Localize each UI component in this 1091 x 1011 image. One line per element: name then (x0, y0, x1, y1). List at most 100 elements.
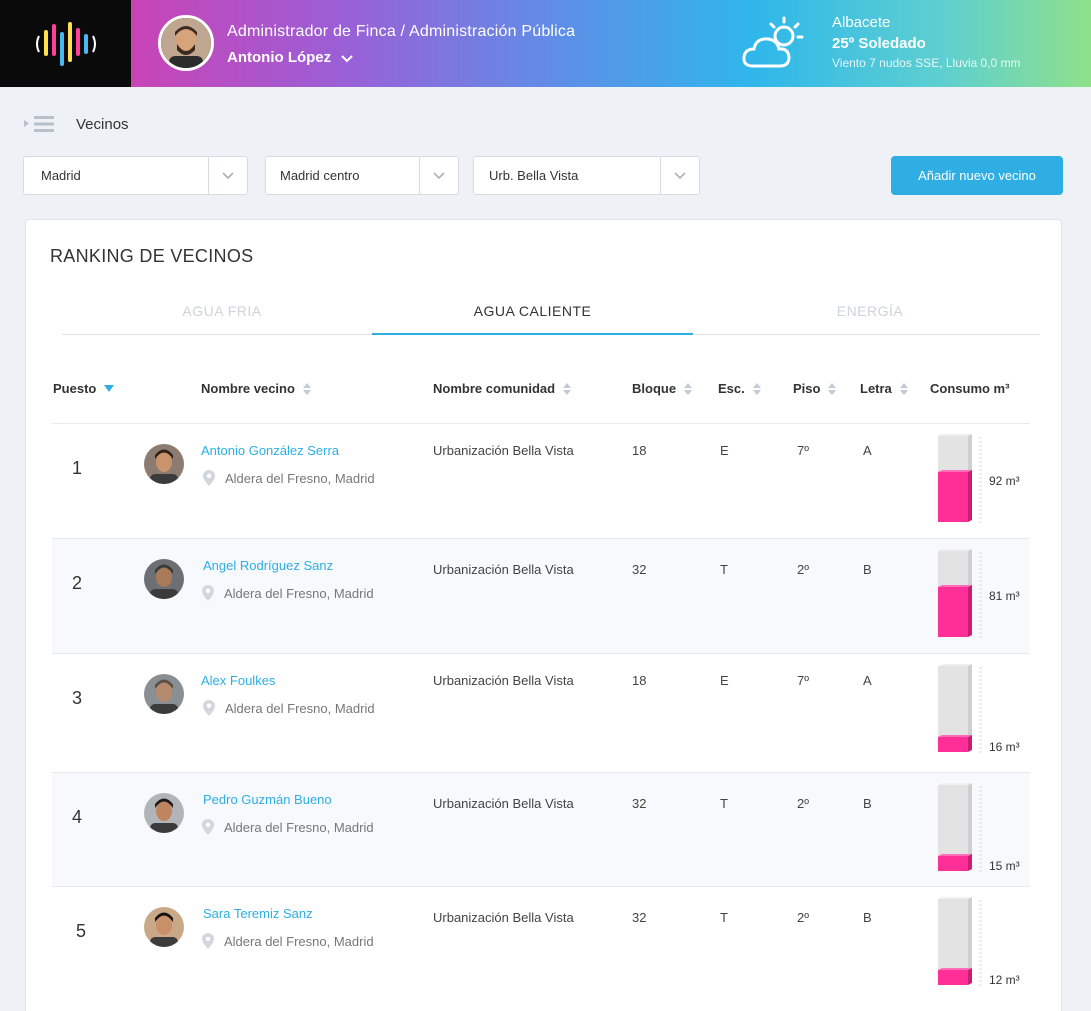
consumption-bar (937, 664, 983, 754)
avatar[interactable] (144, 674, 184, 714)
column-header-rank-label: Puesto (53, 381, 97, 396)
stair-cell: T (720, 910, 728, 925)
rank-number: 4 (72, 807, 83, 827)
breadcrumb: Vecinos (22, 113, 129, 135)
avatar[interactable] (144, 793, 184, 833)
location-pin-icon (203, 700, 215, 716)
table-row[interactable]: 3 Alex Foulkes Aldera del Fresno, Madrid Ur… (52, 653, 1030, 772)
consumption-bar (937, 549, 983, 639)
column-header-community-label: Nombre comunidad (433, 381, 556, 396)
letter-cell: B (863, 562, 872, 577)
column-header-consumption[interactable]: Consumo m³ (930, 381, 1009, 396)
page-title: Vecinos (76, 115, 129, 133)
avatar[interactable] (144, 907, 184, 947)
avatar[interactable] (144, 444, 184, 484)
chevron-down-icon (433, 171, 445, 179)
column-header-rank[interactable]: Puesto (53, 381, 115, 396)
region-select[interactable]: Madrid (23, 156, 248, 195)
column-header-name[interactable]: Nombre vecino (201, 381, 311, 396)
consumption-bar (937, 783, 983, 873)
neighbor-location: Aldera del Fresno, Madrid (203, 470, 375, 486)
stair-cell: T (720, 796, 728, 811)
stair-cell: E (720, 443, 729, 458)
consumption-value: 92 m³ (989, 474, 1020, 488)
chevron-down-icon (222, 171, 234, 179)
floor-cell: 2º (797, 796, 809, 811)
column-header-floor[interactable]: Piso (793, 381, 837, 396)
column-header-floor-label: Piso (793, 381, 821, 396)
neighbor-location-text: Aldera del Fresno, Madrid (225, 470, 375, 486)
table-row[interactable]: 5 Sara Teremiz Sanz Aldera del Fresno, Mad… (52, 886, 1030, 1002)
top-header: Administrador de Finca / Administración … (0, 0, 1091, 87)
chevron-down-icon (674, 171, 686, 179)
tab-agua-caliente[interactable]: AGUA CALIENTE (372, 302, 693, 335)
consumption-tabs: AGUA FRIA AGUA CALIENTE ENERGÍA (62, 302, 1040, 335)
neighbor-name-link[interactable]: Sara Teremiz Sanz (203, 906, 313, 921)
letter-cell: B (863, 910, 872, 925)
column-header-name-label: Nombre vecino (201, 381, 295, 396)
floor-cell: 7º (797, 443, 809, 458)
community-cell: Urbanización Bella Vista (433, 796, 574, 811)
weather-summary: 25º Soledado (832, 35, 926, 52)
neighbor-name-link[interactable]: Pedro Guzmán Bueno (203, 792, 332, 807)
column-header-stair[interactable]: Esc. (718, 381, 761, 396)
column-header-block[interactable]: Bloque (632, 381, 693, 396)
sort-desc-icon (104, 385, 115, 392)
zone-select-toggle[interactable] (419, 157, 458, 194)
neighbor-location-text: Aldera del Fresno, Madrid (225, 700, 375, 716)
column-header-letter[interactable]: Letra (860, 381, 908, 396)
neighbor-location: Aldera del Fresno, Madrid (202, 585, 374, 601)
neighbor-location-text: Aldera del Fresno, Madrid (224, 933, 374, 949)
tab-agua-fria[interactable]: AGUA FRIA (182, 303, 262, 319)
neighbor-location-text: Aldera del Fresno, Madrid (224, 819, 374, 835)
weather-city: Albacete (832, 14, 891, 31)
add-neighbor-button[interactable]: Añadir nuevo vecino (891, 156, 1063, 195)
partly-cloudy-icon (742, 16, 804, 68)
rank-number: 1 (72, 458, 83, 478)
header-gradient-bar: Administrador de Finca / Administración … (131, 0, 1091, 87)
avatar[interactable] (144, 559, 184, 599)
consumption-bar (937, 897, 983, 987)
column-header-community[interactable]: Nombre comunidad (433, 381, 572, 396)
letter-cell: B (863, 796, 872, 811)
table-row[interactable]: 4 Pedro Guzmán Bueno Aldera del Fresno, Ma… (52, 772, 1030, 886)
menu-toggle-icon[interactable] (22, 113, 56, 135)
column-header-stair-label: Esc. (718, 381, 745, 396)
column-header-block-label: Bloque (632, 381, 677, 396)
location-pin-icon (202, 819, 214, 835)
community-cell: Urbanización Bella Vista (433, 562, 574, 577)
tab-energia[interactable]: ENERGÍA (836, 303, 904, 319)
rank-number: 5 (76, 921, 87, 941)
region-select-toggle[interactable] (208, 157, 247, 194)
block-cell: 18 (632, 673, 647, 688)
sort-icon (899, 382, 908, 395)
community-select[interactable]: Urb. Bella Vista (473, 156, 700, 195)
sort-icon (752, 382, 761, 395)
sort-icon (684, 382, 693, 395)
neighbor-location: Aldera del Fresno, Madrid (202, 933, 374, 949)
chevron-down-icon[interactable] (341, 54, 353, 63)
community-select-toggle[interactable] (660, 157, 699, 194)
user-menu[interactable]: Antonio López (227, 49, 353, 66)
community-select-value: Urb. Bella Vista (489, 168, 579, 183)
sort-icon (563, 382, 572, 395)
stair-cell: T (720, 562, 728, 577)
app-logo[interactable] (0, 0, 131, 87)
letter-cell: A (863, 443, 872, 458)
table-row[interactable]: 1 Antonio González Serra Aldera del Fresno… (52, 423, 1030, 538)
consumption-value: 12 m³ (989, 973, 1020, 987)
sort-icon (302, 382, 311, 395)
zone-select[interactable]: Madrid centro (265, 156, 459, 195)
block-cell: 32 (632, 910, 647, 925)
location-pin-icon (202, 585, 214, 601)
logo-bars-icon (35, 21, 96, 66)
user-avatar[interactable] (158, 15, 214, 71)
neighbor-name-link[interactable]: Alex Foulkes (201, 673, 276, 688)
neighbor-name-link[interactable]: Antonio González Serra (201, 443, 340, 458)
column-header-letter-label: Letra (860, 381, 892, 396)
community-cell: Urbanización Bella Vista (433, 443, 574, 458)
consumption-value: 81 m³ (989, 589, 1020, 603)
table-row[interactable]: 2 Angel Rodríguez Sanz Aldera del Fresno, … (52, 538, 1030, 653)
neighbor-name-link[interactable]: Angel Rodríguez Sanz (203, 558, 334, 573)
location-pin-icon (203, 470, 215, 486)
